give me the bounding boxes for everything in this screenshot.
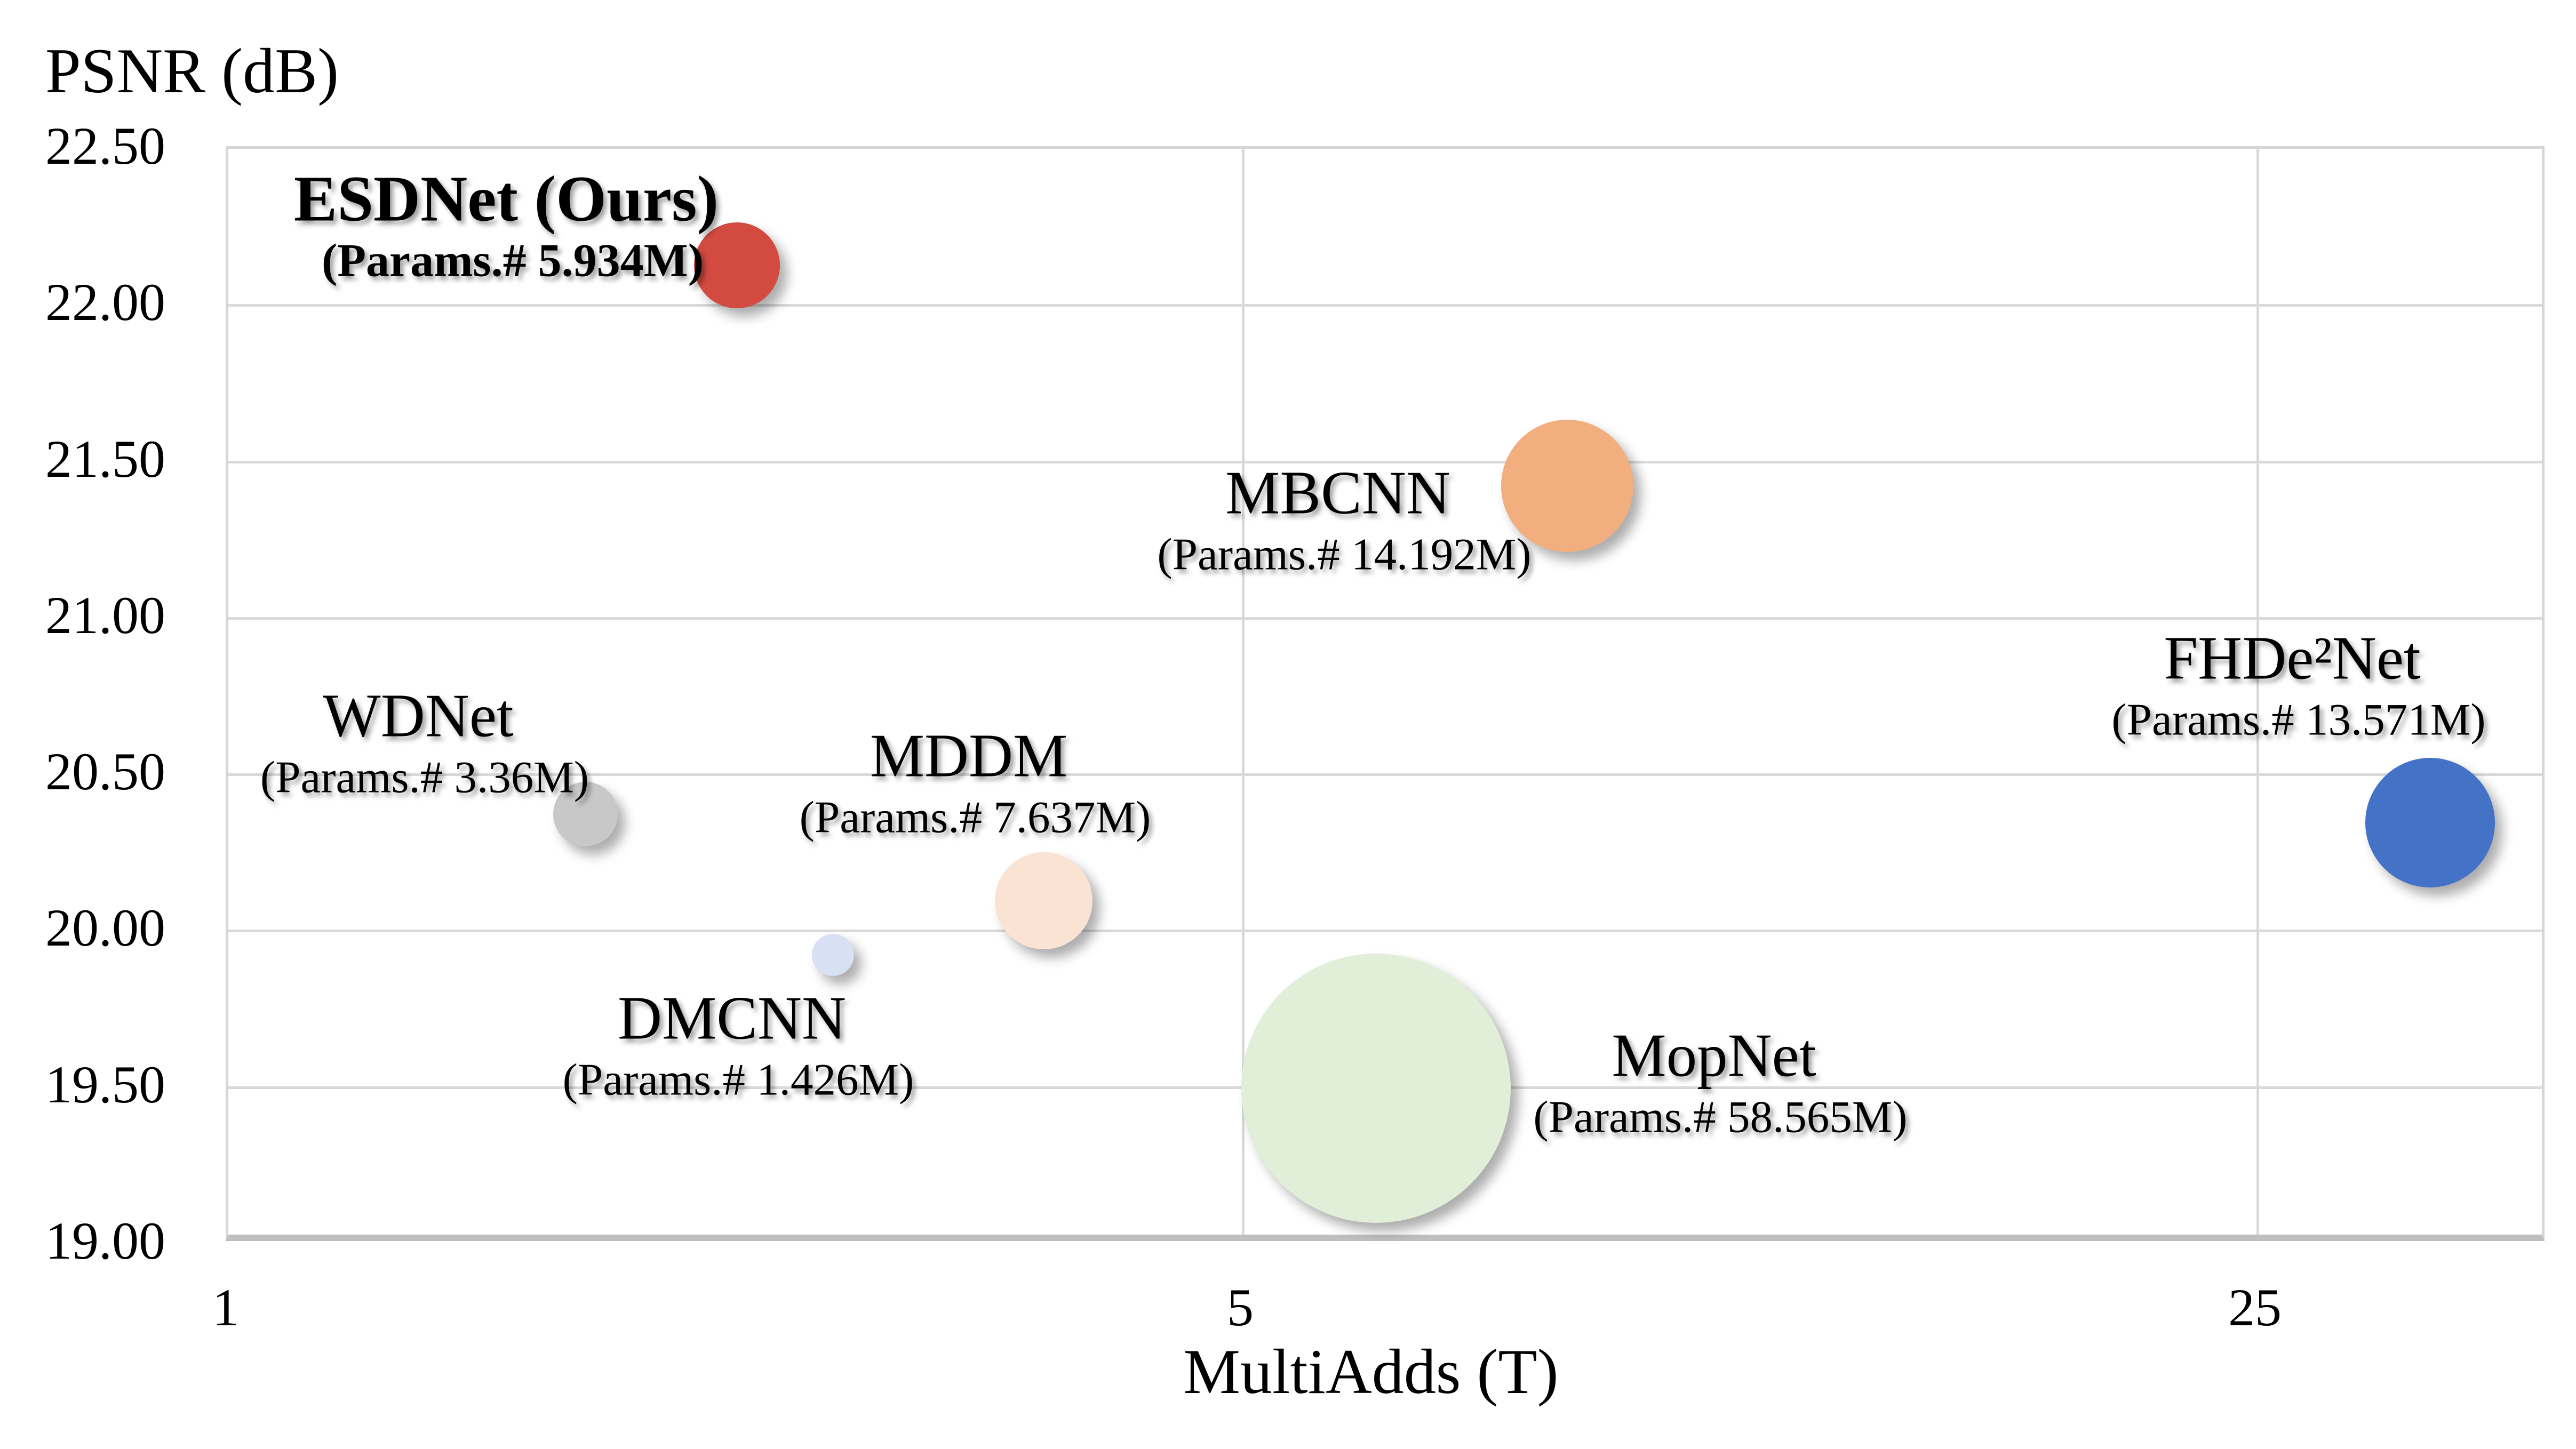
bubble-mopnet xyxy=(1241,953,1511,1223)
y-tick-label-22.00: 22.00 xyxy=(45,273,165,332)
bubble-mbcnn xyxy=(1501,419,1634,553)
gridline-horizontal xyxy=(228,304,2542,307)
bubble-esdnet-ours xyxy=(693,222,780,308)
gridline-horizontal xyxy=(228,617,2542,620)
point-params-mopnet: (Params.# 58.565M) xyxy=(1533,1092,1908,1142)
point-label-dmcnn: DMCNN xyxy=(617,984,847,1052)
point-label-esdnet-ours: ESDNet (Ours) xyxy=(293,163,719,235)
point-params-mbcnn: (Params.# 14.192M) xyxy=(1157,529,1532,580)
y-tick-label-20.50: 20.50 xyxy=(45,742,165,802)
x-tick-label-5: 5 xyxy=(1227,1278,1254,1337)
gridline-vertical xyxy=(2256,149,2259,1235)
point-params-esdnet-ours: (Params.# 5.934M) xyxy=(321,235,704,287)
bubble-mddm xyxy=(995,852,1092,949)
y-tick-label-22.50: 22.50 xyxy=(45,116,165,175)
y-tick-label-20.00: 20.00 xyxy=(45,898,165,958)
point-params-fhde-net: (Params.# 13.571M) xyxy=(2111,694,2486,745)
x-axis-title: MultiAdds (T) xyxy=(1183,1336,1559,1407)
point-params-mddm: (Params.# 7.637M) xyxy=(799,792,1151,843)
bubble-wdnet xyxy=(553,782,618,847)
gridline-horizontal xyxy=(228,460,2542,463)
bubble-fhde-net xyxy=(2365,757,2495,887)
point-label-mopnet: MopNet xyxy=(1612,1021,1816,1090)
point-label-mbcnn: MBCNN xyxy=(1225,459,1450,527)
point-params-wdnet: (Params.# 3.36M) xyxy=(260,752,589,803)
point-params-dmcnn: (Params.# 1.426M) xyxy=(562,1054,914,1105)
y-tick-label-21.00: 21.00 xyxy=(45,585,165,645)
y-tick-label-19.00: 19.00 xyxy=(45,1211,165,1270)
gridline-horizontal xyxy=(228,930,2542,933)
bubble-dmcnn xyxy=(811,934,854,976)
y-tick-label-19.50: 19.50 xyxy=(45,1054,165,1114)
point-label-mddm: MDDM xyxy=(870,722,1068,790)
y-tick-label-21.50: 21.50 xyxy=(45,429,165,489)
plot-area xyxy=(226,146,2545,1241)
gridline-horizontal xyxy=(228,773,2542,776)
point-label-fhde-net: FHDe²Net xyxy=(2164,624,2421,692)
gridline-vertical xyxy=(1242,149,1245,1235)
point-label-wdnet: WDNet xyxy=(323,682,514,750)
x-tick-label-1: 1 xyxy=(212,1278,239,1337)
x-tick-label-25: 25 xyxy=(2228,1278,2282,1337)
y-axis-title: PSNR (dB) xyxy=(45,35,339,106)
